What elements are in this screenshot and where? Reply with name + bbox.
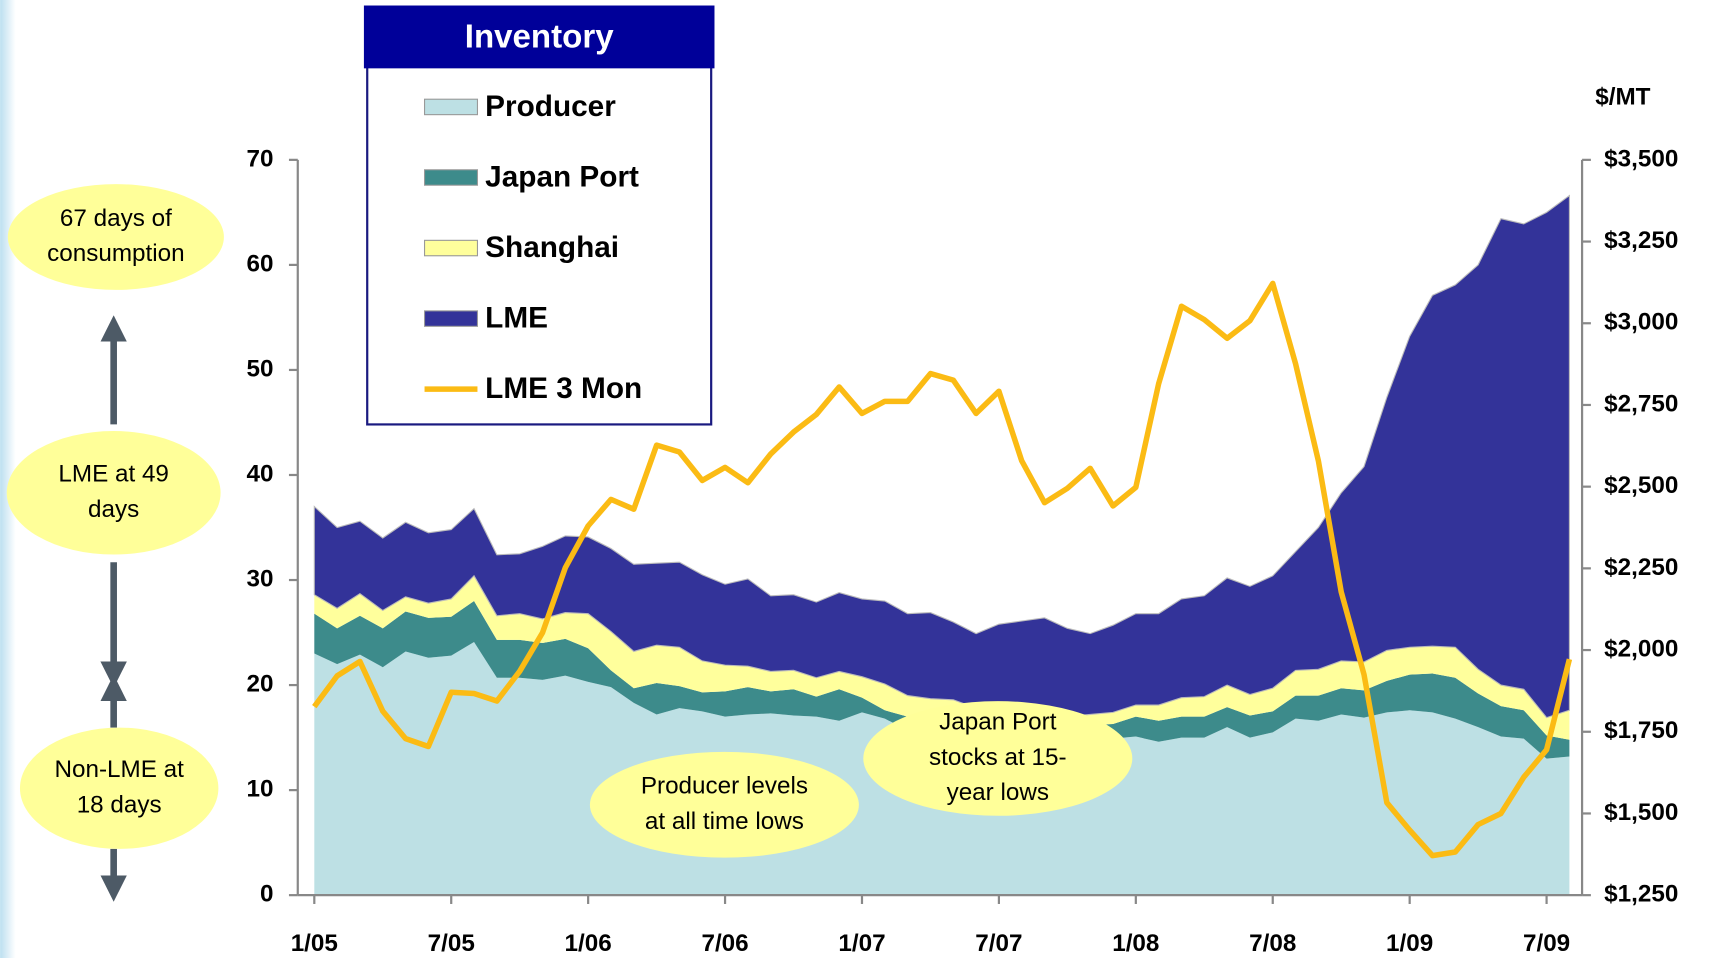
y-tick-label: 10 — [247, 776, 274, 803]
legend-label: Japan Port — [485, 160, 639, 193]
y2-tick-label: $1,250 — [1604, 881, 1678, 908]
x-tick-label: 7/06 — [701, 930, 748, 957]
annotation-text: consumption — [47, 240, 185, 267]
annotations: 67 days of consumption LME at 49 days Non-LM… — [6, 184, 1133, 858]
annotation-text: days — [88, 496, 139, 523]
y2-tick-label: $1,750 — [1604, 717, 1678, 744]
area — [314, 601, 1570, 759]
annotation-text: Non-LME at — [54, 756, 184, 783]
y2-tick-label: $2,750 — [1604, 390, 1678, 417]
x-tick-label: 1/05 — [291, 930, 338, 957]
y2-tick-label: $2,000 — [1604, 635, 1678, 662]
annotation-text: year lows — [947, 779, 1049, 806]
legend-title-bar — [363, 5, 715, 69]
x-tick-label: 7/07 — [975, 930, 1022, 957]
y-tick-label: 30 — [247, 565, 274, 592]
annotation-bubble — [19, 727, 219, 849]
y2-tick-label: $2,500 — [1604, 472, 1678, 499]
y2-axis-label: $/MT — [1595, 84, 1650, 111]
area — [314, 575, 1570, 740]
x-tick-label: 1/08 — [1112, 930, 1159, 957]
area — [313, 194, 1570, 719]
legend-label: LME 3 Mon — [485, 372, 642, 405]
y-tick-label: 0 — [260, 881, 274, 908]
y2-tick-label: $3,500 — [1604, 145, 1678, 172]
line — [312, 280, 1573, 859]
legend-title: Inventory — [465, 18, 614, 55]
x-tick-label: 1/09 — [1386, 930, 1433, 957]
x-tick-label: 7/09 — [1523, 930, 1570, 957]
x-tick-label: 7/05 — [428, 930, 475, 957]
annotation-bubble — [863, 701, 1133, 816]
legend-label: Shanghai — [485, 231, 619, 264]
legend-swatch — [423, 169, 479, 186]
y-tick-label: 70 — [247, 145, 274, 172]
annotation-text: 67 days of — [60, 205, 172, 232]
annotation-text: stocks at 15- — [929, 744, 1066, 771]
legend-label: Producer — [485, 90, 616, 123]
y2-tick-label: $2,250 — [1604, 554, 1678, 581]
annotation-text: at all time lows — [645, 808, 804, 835]
legend-swatch — [423, 98, 479, 116]
y-tick-label: 50 — [247, 355, 274, 382]
x-tick-label: 1/07 — [838, 930, 885, 957]
y-tick-label: 20 — [247, 670, 274, 697]
y2-tick-label: $3,250 — [1604, 227, 1678, 254]
y2-tick-label: $1,500 — [1604, 799, 1678, 826]
y2-tick-label: $3,000 — [1604, 309, 1678, 336]
legend: Inventory Producer Japan Port Shanghai LME L… — [363, 5, 715, 426]
annotation-text: 18 days — [77, 791, 162, 818]
annotation-bubble — [589, 751, 859, 858]
x-tick-label: 7/08 — [1249, 930, 1296, 957]
annotation-text: Producer levels — [641, 773, 808, 800]
legend-swatch — [423, 310, 479, 327]
legend-label: LME — [485, 302, 548, 335]
annotation-bubble — [6, 431, 221, 555]
legend-swatch — [423, 239, 479, 257]
annotation-text: Japan Port — [939, 709, 1057, 736]
annotation-text: LME at 49 — [58, 461, 169, 488]
annotation-bubble — [7, 184, 224, 290]
x-tick-label: 1/06 — [565, 930, 612, 957]
y-tick-label: 40 — [247, 460, 274, 487]
y-tick-label: 60 — [247, 250, 274, 277]
